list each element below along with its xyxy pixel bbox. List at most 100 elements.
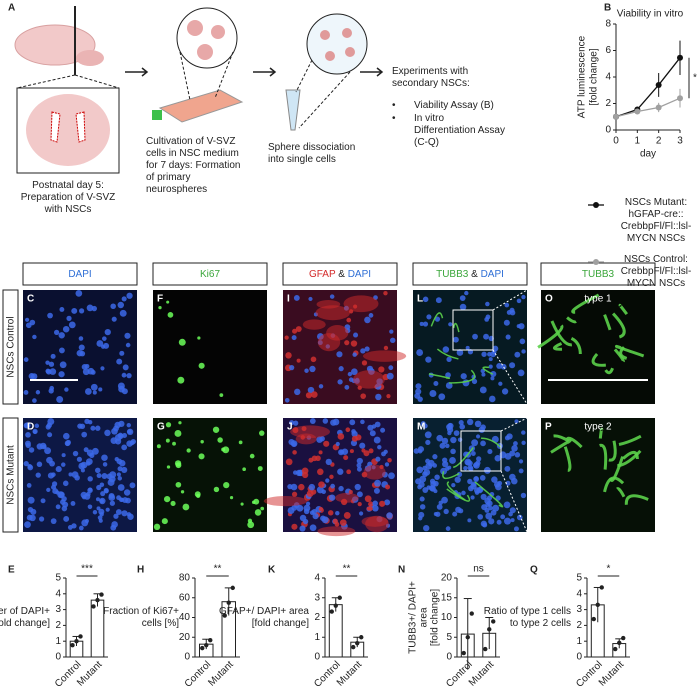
- nucleus: [429, 389, 437, 397]
- header-box: [152, 262, 268, 286]
- nucleus: [425, 356, 432, 363]
- neurite: [436, 348, 459, 360]
- gfap-fiber: [295, 433, 317, 445]
- nucleus: [27, 464, 34, 471]
- nucleus: [475, 434, 481, 439]
- nucleus: [291, 491, 298, 497]
- nucleus: [432, 463, 438, 468]
- nucleus: [105, 507, 110, 512]
- step-caption: Cultivation of V-SVZ cells in NSC medium…: [146, 136, 241, 195]
- micrograph: [537, 290, 655, 404]
- nucleus: [364, 495, 372, 503]
- nucleus: [352, 352, 357, 357]
- nucleus: [260, 506, 265, 511]
- nucleus: [108, 494, 116, 501]
- nucleus: [456, 471, 463, 478]
- nucleus: [96, 473, 102, 479]
- panel-letter: E: [8, 565, 15, 576]
- nucleus: [483, 466, 491, 474]
- nucleus: [418, 449, 423, 454]
- header-part: DAPI: [348, 269, 371, 280]
- nucleus: [335, 441, 340, 447]
- nucleus: [425, 462, 433, 470]
- data-point: [226, 600, 231, 605]
- nucleus: [48, 361, 55, 367]
- nucleus: [450, 448, 456, 455]
- nucleus: [356, 491, 363, 498]
- panel-letter: J: [287, 422, 293, 433]
- nucleus: [338, 485, 344, 492]
- nucleus: [454, 476, 461, 483]
- image-bg: [413, 290, 527, 404]
- nucleus: [318, 481, 325, 488]
- nucleus: [445, 382, 453, 389]
- neurite: [603, 314, 612, 331]
- nucleus: [290, 483, 298, 491]
- nucleus: [119, 460, 126, 467]
- nucleus: [424, 431, 432, 439]
- data-point: [465, 635, 470, 640]
- nucleus: [103, 487, 109, 493]
- nucleus: [436, 434, 443, 442]
- data-point: [599, 585, 604, 590]
- bar: [90, 599, 105, 658]
- nucleus: [304, 368, 309, 373]
- inset-box: [460, 430, 502, 472]
- data-point: [333, 603, 338, 608]
- nucleus: [219, 393, 224, 398]
- nucleus: [321, 516, 329, 524]
- nucleus: [166, 465, 171, 469]
- data-point: [337, 595, 342, 600]
- nucleus: [486, 500, 493, 507]
- nucleus: [121, 444, 128, 451]
- nucleus: [100, 491, 106, 497]
- nucleus: [291, 441, 297, 447]
- nucleus: [30, 508, 37, 515]
- x-tick-label: 1: [635, 136, 641, 147]
- nucleus: [177, 376, 185, 384]
- data-point: [230, 585, 235, 591]
- neurite: [624, 494, 649, 505]
- nucleus: [49, 368, 57, 375]
- neurite: [428, 373, 451, 379]
- chart-title: Viability in vitro: [617, 9, 684, 20]
- nucleus: [448, 322, 453, 327]
- nucleus: [458, 419, 464, 426]
- nucleus: [490, 371, 497, 378]
- nucleus: [78, 344, 85, 351]
- header-box: [412, 262, 528, 286]
- nucleus: [90, 425, 96, 431]
- nucleus: [471, 439, 479, 447]
- nucleus: [45, 424, 51, 430]
- arrow: [360, 67, 384, 77]
- nucleus: [413, 448, 420, 454]
- y-tick-label: 60: [179, 592, 191, 603]
- image-bg: [541, 290, 655, 404]
- nucleus: [503, 517, 511, 525]
- point: [634, 108, 641, 115]
- annotation: *: [693, 73, 697, 84]
- nucleus: [309, 524, 317, 532]
- nucleus: [483, 333, 489, 340]
- nucleus: [51, 481, 58, 487]
- nucleus: [493, 481, 501, 488]
- gfap-fiber: [362, 350, 407, 362]
- nucleus: [221, 447, 226, 452]
- nucleus: [303, 508, 310, 515]
- nucleus: [513, 526, 519, 532]
- nucleus: [348, 377, 354, 382]
- nucleus: [422, 296, 429, 303]
- nucleus: [101, 344, 106, 349]
- neurite: [615, 344, 645, 358]
- neurite: [430, 312, 444, 327]
- series-line: [615, 57, 681, 118]
- nucleus: [95, 467, 101, 474]
- nucleus: [70, 501, 76, 506]
- data-point: [329, 609, 334, 614]
- nucleus: [511, 445, 518, 452]
- nucleus: [521, 349, 526, 354]
- nucleus: [343, 511, 351, 519]
- nucleus: [110, 437, 118, 445]
- nucleus: [349, 419, 356, 426]
